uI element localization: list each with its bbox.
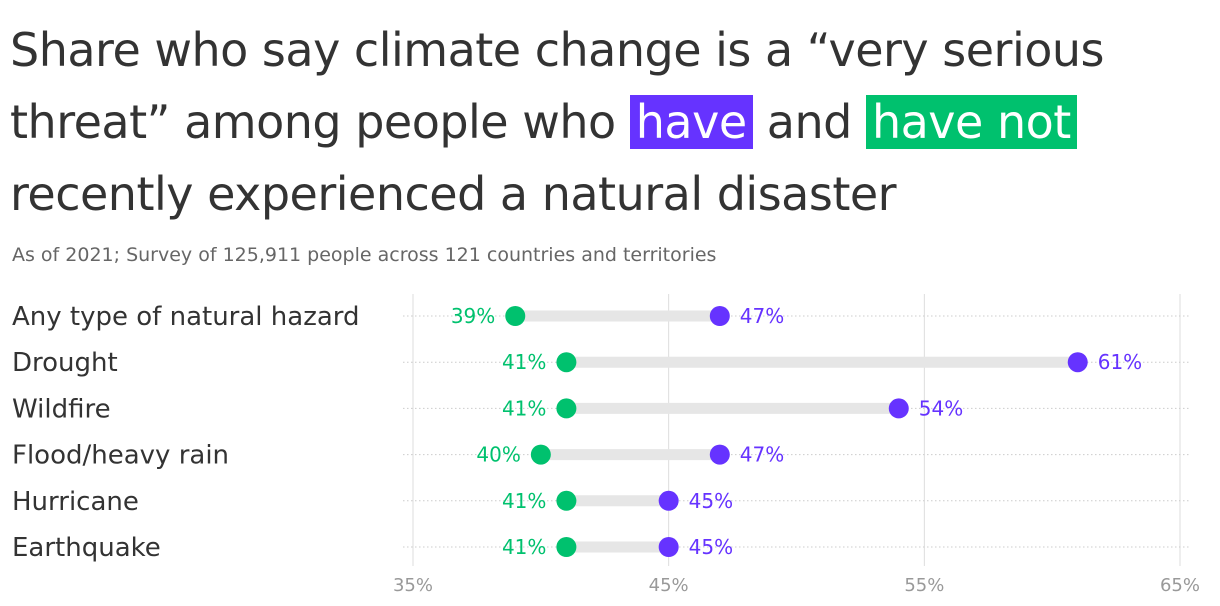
have-not-dot [556, 490, 577, 511]
have-not-dot [530, 444, 551, 465]
have-dot [658, 490, 679, 511]
title-part-2: recently experienced a natural disaster [10, 167, 897, 221]
category-label: Any type of natural hazard [12, 302, 360, 332]
chart-title: Share who say climate change is a “very … [10, 14, 1200, 230]
title-part-1: Share who say climate change is a “very … [10, 23, 1105, 149]
have-dot [709, 306, 730, 326]
have-not-dot [505, 306, 526, 326]
have-dot [1067, 352, 1088, 373]
x-tick-label: 65% [1160, 575, 1200, 596]
have-dot [709, 444, 730, 465]
have-not-value-label: 41% [502, 489, 546, 513]
have-value-label: 45% [689, 489, 733, 513]
chart-subtitle: As of 2021; Survey of 125,911 people acr… [12, 244, 717, 266]
x-tick-label: 55% [904, 575, 944, 596]
have-value-label: 61% [1098, 350, 1142, 374]
dot-plot-chart: 35% 45% 55% 65% Any type of natural hazard 39… [12, 294, 1200, 596]
category-label: Drought [12, 348, 118, 378]
have-dot [888, 398, 909, 419]
x-tick-label: 45% [649, 575, 689, 596]
have-not-value-label: 39% [451, 304, 495, 328]
x-tick-label: 35% [393, 575, 433, 596]
have-not-value-label: 41% [502, 396, 546, 420]
title-and: and [766, 95, 853, 149]
have-value-label: 47% [740, 443, 784, 467]
have-value-label: 45% [689, 535, 733, 559]
category-label: Hurricane [12, 487, 139, 517]
have-not-value-label: 41% [502, 535, 546, 559]
category-label: Flood/heavy rain [12, 441, 229, 471]
have-value-label: 47% [740, 304, 784, 328]
category-label: Earthquake [12, 533, 161, 563]
have-not-value-label: 41% [502, 350, 546, 374]
have-not-dot [556, 398, 577, 419]
have-not-dot [556, 352, 577, 373]
have-not-value-label: 40% [476, 443, 520, 467]
have-highlight: have [629, 95, 753, 149]
have-dot [658, 537, 679, 557]
have-value-label: 54% [919, 396, 963, 420]
have-not-highlight: have not [865, 95, 1077, 149]
category-label: Wildfire [12, 394, 111, 424]
have-not-dot [556, 537, 577, 557]
